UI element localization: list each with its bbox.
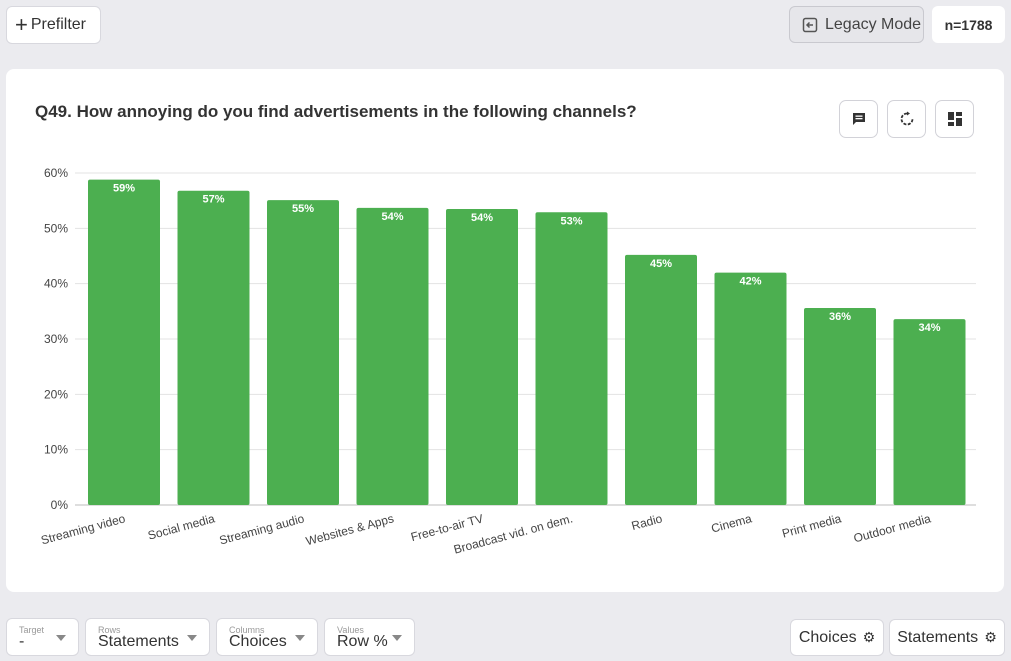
x-tick-label: Social media [146,511,216,542]
rows-label: Rows [98,625,121,635]
target-label: Target [19,625,45,635]
choices-settings-button[interactable]: Choices ⚙ [790,619,884,656]
data-label: 54% [381,211,403,223]
x-tick-label: Outdoor media [852,511,933,545]
y-tick-label: 30% [44,332,68,346]
y-tick-label: 10% [44,443,68,457]
exit-icon [802,17,818,32]
bar [356,207,429,506]
x-tick-label: Cinema [710,511,754,535]
rows-value: Statements [98,633,179,650]
values-label: Values [337,625,364,635]
bar [535,212,608,505]
legacy-mode-button[interactable]: Legacy Mode [789,6,924,43]
values-value: Row % [337,633,388,650]
comment-button[interactable] [839,100,878,138]
gear-icon: ⚙ [984,629,997,645]
data-label: 53% [560,215,582,227]
data-label: 36% [829,311,851,323]
layout-button[interactable] [935,100,974,138]
comment-icon [852,113,865,125]
bar [177,190,250,505]
chevron-down-icon [295,635,305,641]
data-label: 34% [918,322,940,334]
bar [88,179,160,505]
bar [446,208,518,505]
chevron-down-icon [392,635,402,641]
y-tick-label: 40% [44,277,68,291]
chart-title: Q49. How annoying do you find advertisem… [35,102,637,121]
data-label: 59% [113,183,135,195]
data-label: 45% [650,258,672,270]
data-label: 54% [471,212,493,224]
x-tick-label: Websites & Apps [304,511,395,548]
plus-icon: + [15,12,28,37]
data-label: 57% [202,194,224,206]
sample-size-badge: n=1788 [932,6,1005,43]
sample-size-label: n=1788 [944,16,993,33]
chevron-down-icon [187,635,197,641]
layout-icon [947,112,962,126]
data-label: 42% [739,276,761,288]
target-select[interactable]: Target - [6,618,79,656]
legacy-mode-label: Legacy Mode [825,15,922,33]
choices-label: Choices [798,628,857,646]
refresh-icon [900,111,913,126]
bar [804,308,876,505]
y-tick-label: 50% [44,221,68,235]
columns-label: Columns [229,625,265,635]
y-tick-label: 60% [44,166,68,180]
statements-settings-button[interactable]: Statements ⚙ [889,619,1005,656]
gear-icon: ⚙ [862,629,876,645]
columns-select[interactable]: Columns Choices [216,618,318,656]
data-label: 55% [292,203,314,215]
columns-value: Choices [229,633,287,650]
bar [893,319,966,505]
prefilter-button[interactable]: + Prefilter [6,6,101,44]
y-tick-label: 20% [44,387,68,401]
y-tick-label: 0% [51,498,69,512]
bar [714,272,787,505]
values-select[interactable]: Values Row % [324,618,415,656]
x-tick-label: Streaming video [39,511,127,547]
rows-select[interactable]: Rows Statements [85,618,210,656]
x-tick-label: Print media [781,511,844,540]
target-value: - [19,633,25,650]
statements-label: Statements [897,628,979,646]
refresh-button[interactable] [887,100,926,138]
bar [267,200,339,505]
prefilter-label: Prefilter [30,16,86,33]
x-tick-label: Streaming audio [218,511,306,547]
x-tick-label: Radio [630,511,664,533]
bar [625,254,697,505]
chevron-down-icon [56,635,66,641]
